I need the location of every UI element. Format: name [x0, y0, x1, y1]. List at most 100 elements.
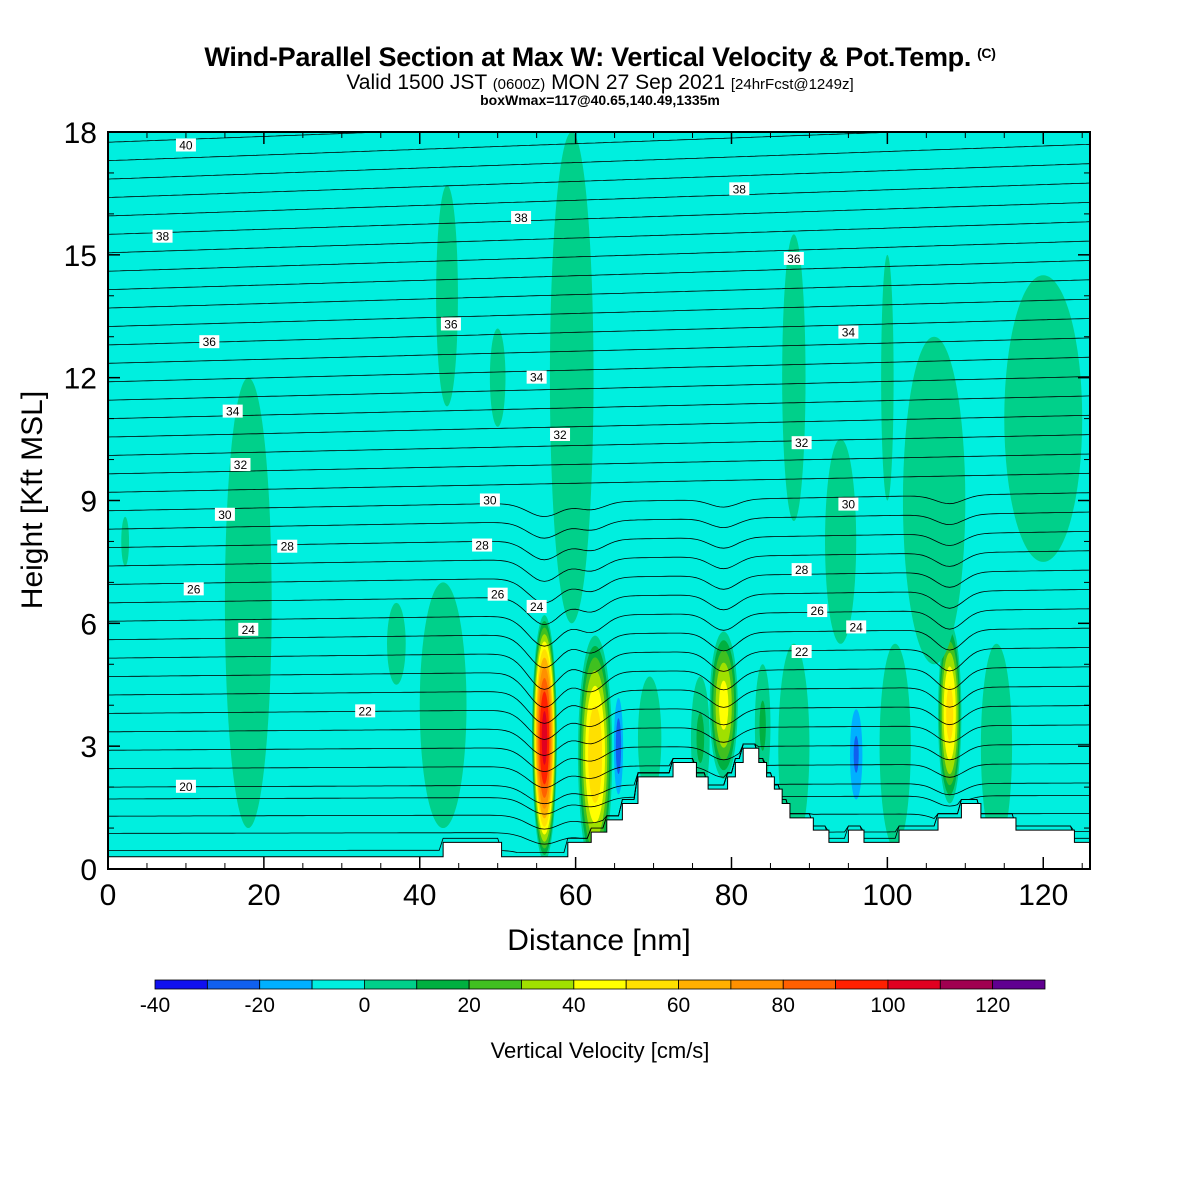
contour-label-bg — [152, 229, 173, 243]
isentrope-line — [108, 434, 1090, 456]
contour-label-bg — [526, 370, 547, 384]
contour-label-bg — [230, 458, 251, 472]
w-cell-21 — [387, 602, 406, 685]
x-tick-label: 60 — [559, 879, 592, 912]
colorbar-swatch — [573, 979, 627, 990]
isentrope-line — [108, 163, 1090, 198]
contour-label-text: 40 — [179, 138, 193, 152]
isentrope-line — [108, 279, 1090, 309]
w-cell-6 — [511, 642, 524, 809]
chart-subtitle: Valid 1500 JST (0600Z) MON 27 Sep 2021 [… — [0, 71, 1200, 95]
isentrope-line — [108, 318, 1090, 346]
isentrope-line — [108, 550, 1090, 582]
contour-label-bg — [355, 704, 376, 718]
contour-label: 32 — [791, 436, 812, 450]
colorbar-label: Vertical Velocity [cm/s] — [491, 1038, 710, 1063]
isentrope-line — [108, 666, 1090, 708]
isentrope-line — [108, 221, 1090, 254]
colorbar-swatch — [887, 979, 941, 990]
w-cell-22 — [121, 516, 130, 567]
w-contour — [549, 132, 594, 624]
contour-label-bg — [440, 317, 461, 331]
x-tick-label: 100 — [862, 879, 912, 912]
w-cell-13 — [902, 336, 966, 665]
contour-label: 34 — [526, 370, 547, 385]
contour-label-bg — [783, 251, 804, 265]
contour-label-text: 28 — [475, 539, 489, 553]
w-cell-26 — [637, 676, 662, 800]
isentrope-line — [108, 627, 1090, 669]
colorbar-swatch — [416, 979, 470, 990]
w-contour — [980, 643, 1013, 849]
contour-label: 28 — [277, 539, 298, 554]
colorbar-swatch — [625, 979, 679, 990]
contour-label: 26 — [487, 587, 508, 602]
contour-label: 36 — [783, 251, 804, 266]
contour-label-text: 36 — [787, 252, 801, 266]
colorbar-swatch — [939, 979, 994, 990]
valid-time: Valid 1500 JST — [346, 71, 487, 94]
x-tick-label: 40 — [403, 879, 436, 912]
contour-label-bg — [238, 622, 259, 636]
contour-label-bg — [222, 404, 243, 418]
colorbar-tick-label: -20 — [245, 994, 275, 1017]
isentrope-line — [108, 337, 1090, 364]
w-cell-20 — [980, 643, 1013, 849]
contour-label-text: 34 — [842, 326, 856, 340]
contour-label-bg — [791, 563, 812, 577]
contour-label-text: 26 — [811, 604, 825, 618]
contour-label-bg — [838, 325, 859, 339]
w-contour — [436, 185, 458, 407]
colorbar-swatch — [678, 979, 732, 990]
contour-label: 26 — [183, 582, 204, 596]
y-tick-label: 9 — [80, 486, 97, 519]
contour-label: 22 — [355, 704, 376, 718]
isentrope-line — [108, 724, 1090, 756]
contour-label-text: 26 — [491, 588, 505, 602]
isentrope-line — [108, 240, 1090, 272]
contour-label-bg — [807, 604, 828, 618]
isentrope-line — [108, 743, 1090, 805]
contour-label-bg — [550, 427, 571, 441]
isentrope-line — [108, 589, 1090, 626]
contour-label: 40 — [175, 138, 196, 152]
w-cell-14 — [881, 254, 894, 501]
box-max-info: boxWmax=117@40.65,140.49,1335m — [480, 92, 720, 108]
contour-label-text: 26 — [187, 582, 201, 596]
w-contour — [696, 712, 705, 764]
contour-label: 36 — [199, 335, 220, 349]
colorbar-swatch — [782, 979, 836, 990]
contour-label-text: 28 — [281, 540, 295, 554]
contour-label-bg — [175, 779, 196, 793]
contour-label: 30 — [838, 497, 859, 512]
isentrope-line — [108, 531, 1090, 561]
isentrope-line — [108, 569, 1090, 604]
isentrope-line — [108, 705, 1090, 740]
isentrope-line — [108, 743, 1090, 789]
colorbar-tick-label: 120 — [975, 994, 1010, 1017]
contour-label-text: 20 — [179, 780, 193, 794]
isentrope-line — [108, 743, 1090, 830]
contour-label-text: 36 — [444, 317, 458, 331]
contour-label-bg — [472, 538, 493, 552]
contour-label-bg — [846, 620, 867, 634]
chart-title: Wind-Parallel Section at Max W: Vertical… — [204, 42, 996, 72]
x-tick-label: 20 — [247, 879, 280, 912]
colorbar-swatch — [730, 979, 784, 990]
w-cell-0 — [531, 615, 557, 861]
contour-label: 38 — [511, 210, 532, 225]
contour-label: 30 — [479, 493, 500, 508]
w-contour — [121, 516, 130, 567]
isentrope-line — [108, 298, 1090, 327]
contour-label-bg — [175, 138, 196, 152]
y-tick-label: 0 — [80, 854, 97, 887]
w-contour — [759, 700, 766, 751]
contour-label: 28 — [791, 563, 812, 577]
y-tick-label: 6 — [80, 608, 97, 641]
y-tick-label: 12 — [64, 363, 97, 396]
w-cell-12 — [1004, 275, 1083, 562]
contour-label: 36 — [440, 317, 461, 331]
isentrope-line — [108, 685, 1090, 724]
contour-label: 24 — [846, 620, 867, 634]
